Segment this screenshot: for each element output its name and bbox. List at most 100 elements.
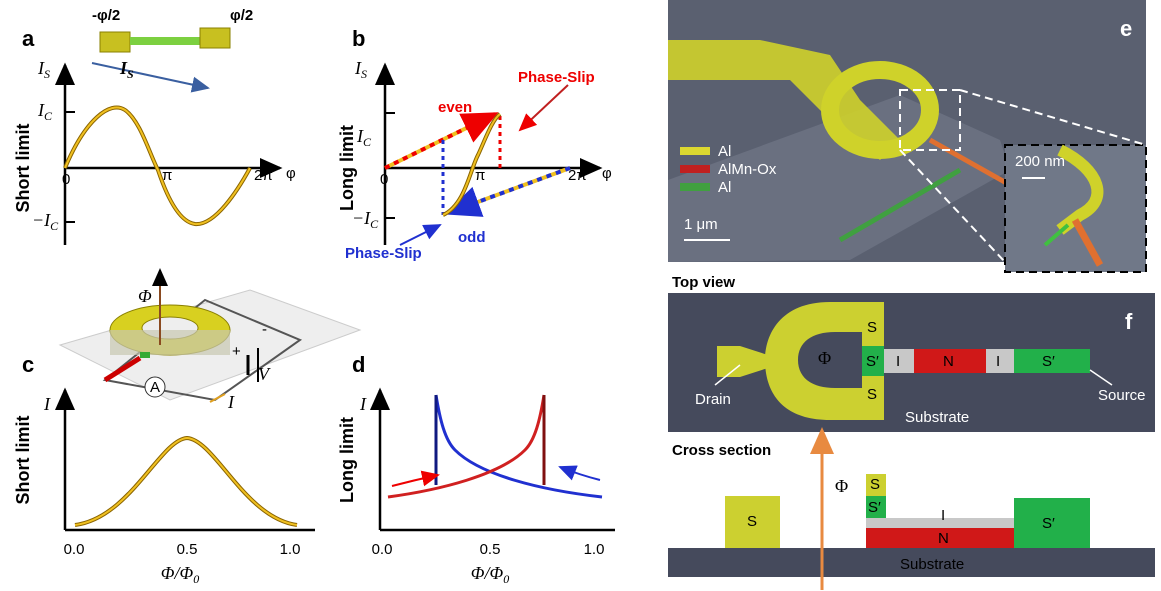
label: Source [1098,387,1146,404]
n [914,349,986,373]
s-top [862,302,884,346]
current-arrow [209,393,226,403]
i-layer [866,518,1026,528]
label: S [867,319,877,336]
ammeter-label: A [150,379,160,396]
leader [714,364,741,386]
scale-label: 1 μm [684,216,718,233]
tick-label: 1.0 [280,541,301,558]
panel-a: a -φ/2 φ/2 IS IS IC −IC 0 π 2π φ Short l… [13,7,296,245]
curve [434,394,603,499]
legend-swatch [680,147,710,155]
curve [64,106,251,226]
leader [1089,369,1113,386]
legend-entry: Al [718,143,731,160]
branch [444,166,571,217]
flux-label: Φ [138,286,152,306]
label: Drain [695,391,731,408]
sem-al [668,40,900,160]
inset-al2 [1043,223,1070,247]
y-axis-label: I [359,394,367,414]
label: N [943,353,954,370]
panel-label: e [1120,16,1132,41]
x-axis-label: φ [286,165,296,182]
s-prime-small [866,496,886,518]
label: S′ [866,353,879,370]
label: S′ [868,499,881,516]
current-label: IS [119,58,134,81]
legend-swatch [680,183,710,191]
phase-label: -φ/2 [92,7,120,24]
pad [99,31,131,53]
wire [130,37,200,45]
tick-label: 0.0 [372,541,393,558]
ammeter [144,376,166,398]
panel-c: c Φ + - V A I I Short limit 0.0 0.5 1.0 … [13,268,362,586]
minus: - [262,321,267,338]
curve [74,436,298,526]
phase-label: φ/2 [230,7,253,24]
tick-label: π [162,167,172,184]
x-axis-label: Φ/Φ0 [471,563,509,586]
drain-lead [717,346,768,377]
annotation: Phase-Slip [518,69,595,86]
label: N [938,530,949,547]
curve [387,394,546,499]
panel-label: f [1125,309,1133,334]
y-title: Long limit [337,417,357,503]
y-axis-label: IS [354,58,367,81]
label: S [867,386,877,403]
sem-loop [821,61,939,159]
section-title: Top view [672,274,735,291]
tick-label: 2π [568,167,587,184]
label: I [941,507,945,524]
panel-label: c [22,352,34,377]
s-prime [862,346,884,376]
s-bottom [862,376,884,420]
panel-label: b [352,26,365,51]
zoom-line [959,89,1147,146]
label: Substrate [905,409,969,426]
label: I [996,353,1000,370]
y-title: Short limit [13,415,33,504]
s-left [725,496,780,548]
tick-label: 0.0 [64,541,85,558]
sem-al2 [838,167,962,243]
horseshoe [765,302,862,420]
branch [384,112,499,170]
y-title: Short limit [13,123,33,212]
current-arrow [91,62,210,93]
legend-entry: Al [718,179,731,196]
arrow [391,470,440,487]
tick-label: −IC [32,210,59,233]
tick-label: IC [37,100,53,123]
tick-label: π [475,167,485,184]
s-small [866,474,886,496]
curve [442,112,502,217]
annotation: odd [458,229,486,246]
legend-swatch [680,165,710,173]
curve [442,113,501,216]
label: S′ [1042,515,1055,532]
panel-label: a [22,26,35,51]
inset-al [1056,144,1104,235]
arrow [518,84,569,132]
panel-d: d I Long limit 0.0 0.5 1.0 Φ/Φ0 [337,352,615,586]
current: I [227,392,235,412]
i-right [986,349,1014,373]
sem-almn [928,137,1012,188]
panel-e: e Al AlMn-Ox Al 1 μm 200 nm [668,0,1147,273]
x-axis-label: Φ/Φ0 [161,563,199,586]
ring-base [110,330,230,355]
inset-almn [1071,218,1104,267]
label: S [870,476,880,493]
legend-entry: AlMn-Ox [718,161,777,178]
zoom-box [899,89,961,151]
y-axis-label: I [43,394,51,414]
n-layer [866,528,1016,548]
substrate [668,548,1155,577]
pad [199,27,231,49]
tick-label: −IC [352,208,379,231]
